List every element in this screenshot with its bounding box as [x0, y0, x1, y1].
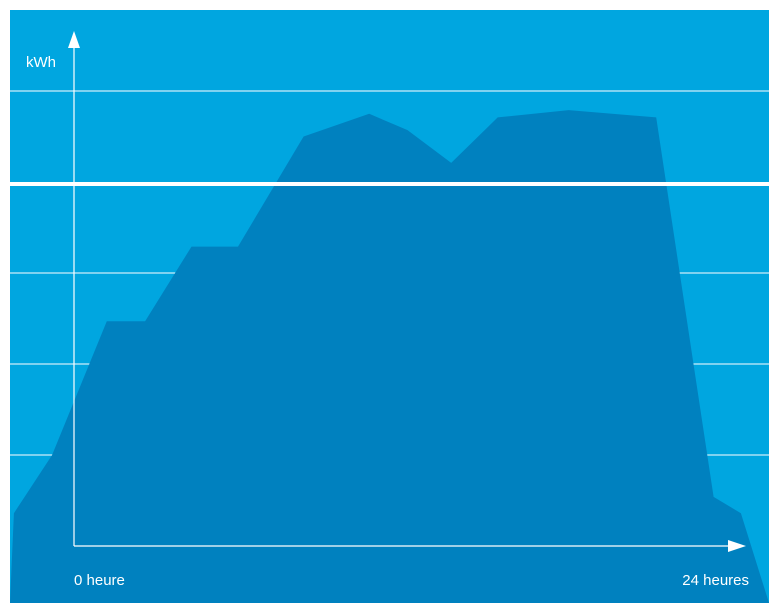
consumption-area — [10, 110, 769, 603]
y-axis-arrow-icon — [68, 31, 80, 48]
y-axis-label: kWh — [26, 54, 56, 71]
x-axis-arrow-icon — [728, 540, 746, 552]
x-tick-label-start: 0 heure — [74, 572, 125, 589]
x-tick-label-end: 24 heures — [682, 572, 749, 589]
axes — [68, 31, 746, 552]
